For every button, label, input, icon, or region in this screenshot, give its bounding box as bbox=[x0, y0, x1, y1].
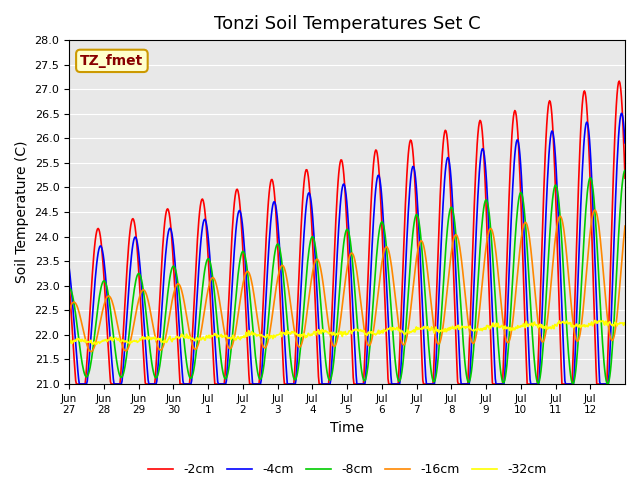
-16cm bbox=[591, 207, 598, 213]
X-axis label: Time: Time bbox=[330, 421, 364, 435]
-16cm bbox=[282, 271, 290, 276]
-32cm bbox=[261, 335, 269, 340]
Legend: -2cm, -4cm, -8cm, -16cm, -32cm: -2cm, -4cm, -8cm, -16cm, -32cm bbox=[143, 458, 551, 480]
-4cm bbox=[405, 197, 413, 203]
-2cm bbox=[234, 186, 241, 192]
-2cm bbox=[621, 175, 629, 181]
-4cm bbox=[76, 381, 83, 387]
-4cm bbox=[436, 263, 444, 269]
-32cm bbox=[65, 339, 73, 345]
-2cm bbox=[405, 144, 413, 150]
-8cm bbox=[436, 339, 444, 345]
Line: -8cm: -8cm bbox=[69, 170, 625, 384]
-2cm bbox=[616, 78, 623, 84]
-4cm bbox=[261, 317, 269, 323]
-2cm bbox=[72, 381, 80, 387]
-2cm bbox=[65, 279, 73, 285]
-16cm bbox=[436, 339, 444, 345]
-8cm bbox=[65, 285, 73, 291]
Line: -2cm: -2cm bbox=[69, 81, 625, 384]
-8cm bbox=[260, 361, 268, 367]
-4cm bbox=[131, 234, 139, 240]
-16cm bbox=[405, 320, 413, 326]
-4cm bbox=[618, 110, 625, 116]
-2cm bbox=[131, 224, 139, 230]
-4cm bbox=[621, 140, 629, 146]
-2cm bbox=[261, 263, 269, 268]
-32cm bbox=[131, 338, 139, 344]
-2cm bbox=[436, 193, 444, 199]
Line: -32cm: -32cm bbox=[69, 321, 625, 344]
-4cm bbox=[234, 215, 241, 221]
-8cm bbox=[621, 168, 629, 173]
-16cm bbox=[621, 223, 629, 229]
-8cm bbox=[281, 294, 289, 300]
-8cm bbox=[604, 381, 611, 387]
-32cm bbox=[436, 328, 444, 334]
-16cm bbox=[87, 348, 95, 354]
-8cm bbox=[131, 286, 138, 292]
-32cm bbox=[621, 320, 629, 326]
-16cm bbox=[65, 308, 73, 313]
-2cm bbox=[282, 381, 290, 387]
Y-axis label: Soil Temperature (C): Soil Temperature (C) bbox=[15, 141, 29, 283]
-16cm bbox=[261, 345, 269, 351]
-4cm bbox=[282, 359, 290, 365]
-32cm bbox=[591, 318, 598, 324]
Title: Tonzi Soil Temperatures Set C: Tonzi Soil Temperatures Set C bbox=[214, 15, 481, 33]
-32cm bbox=[92, 341, 100, 347]
Text: TZ_fmet: TZ_fmet bbox=[80, 54, 143, 68]
-32cm bbox=[282, 329, 290, 335]
-4cm bbox=[65, 265, 73, 271]
-16cm bbox=[234, 317, 241, 323]
-16cm bbox=[131, 315, 139, 321]
Line: -16cm: -16cm bbox=[69, 210, 625, 351]
Line: -4cm: -4cm bbox=[69, 113, 625, 384]
-8cm bbox=[233, 287, 241, 292]
-32cm bbox=[234, 335, 241, 340]
-32cm bbox=[405, 330, 413, 336]
-8cm bbox=[404, 289, 412, 295]
